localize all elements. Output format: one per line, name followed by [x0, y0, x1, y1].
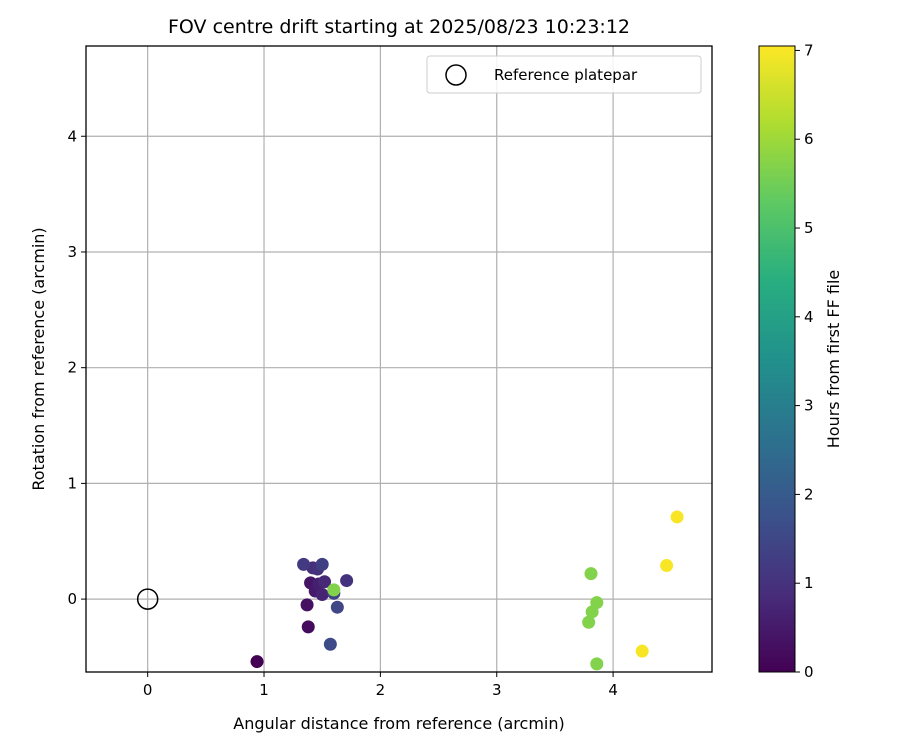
data-point: [582, 615, 596, 629]
plot-frame: [85, 45, 713, 673]
y-tick-label: 2: [67, 359, 77, 377]
colorbar-label: Hours from first FF file: [824, 270, 843, 449]
colorbar-tick-label: 1: [804, 574, 814, 592]
legend-box: [426, 55, 702, 94]
data-points: [136, 510, 684, 671]
colorbar-ticks: 0 1 2 3 4 5 6 7: [795, 41, 814, 681]
legend: Reference platepar: [426, 55, 702, 94]
data-point: [315, 557, 329, 571]
x-tick-label: 4: [608, 681, 618, 699]
colorbar-tick-label: 6: [804, 130, 814, 148]
colorbar-tick-label: 2: [804, 485, 814, 503]
colorbar-tick-label: 4: [804, 308, 814, 326]
colorbar: 0 1 2 3 4 5 6 7 Hours from first FF file: [758, 41, 843, 681]
colorbar-tick-label: 5: [804, 219, 814, 237]
y-tick-label: 1: [67, 474, 77, 492]
data-point: [340, 574, 354, 588]
y-tick-label: 3: [67, 243, 77, 261]
reference-platepar-marker: [136, 588, 159, 610]
data-point: [301, 620, 315, 634]
x-tick-label: 2: [376, 681, 386, 699]
x-tick-label: 0: [143, 681, 153, 699]
legend-label-reference: Reference platepar: [494, 66, 638, 84]
data-point: [635, 644, 649, 658]
data-point: [318, 575, 332, 589]
data-point: [323, 637, 337, 651]
data-point: [584, 567, 598, 581]
y-axis-label: Rotation from reference (arcmin): [29, 227, 48, 490]
x-axis-label: Angular distance from reference (arcmin): [233, 714, 564, 733]
data-point: [315, 587, 329, 601]
data-point: [585, 605, 599, 619]
x-tick-label: 3: [492, 681, 502, 699]
colorbar-tick-label: 7: [804, 41, 814, 59]
data-point: [330, 600, 344, 614]
grid: [86, 46, 712, 672]
data-point: [297, 557, 311, 571]
colorbar-tick-label: 3: [804, 397, 814, 415]
axis-ticks: 0 1 2 3 4 0 1 2 3 4: [67, 127, 617, 699]
data-point: [670, 510, 684, 524]
x-tick-label: 1: [259, 681, 269, 699]
data-point: [250, 655, 264, 669]
colorbar-tick-label: 0: [804, 663, 814, 681]
data-point: [660, 559, 674, 573]
y-tick-label: 4: [67, 127, 77, 145]
y-tick-label: 0: [67, 590, 77, 608]
data-point: [590, 657, 604, 671]
chart-title: FOV centre drift starting at 2025/08/23 …: [168, 16, 630, 38]
colorbar-gradient: [758, 45, 796, 673]
data-point: [300, 598, 314, 612]
data-point: [327, 583, 341, 597]
legend-marker-reference: [445, 64, 467, 86]
